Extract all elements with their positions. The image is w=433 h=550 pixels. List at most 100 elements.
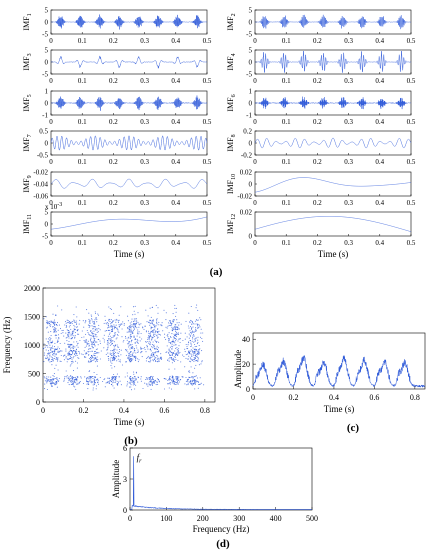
spectrogram-point bbox=[72, 321, 74, 323]
spectrogram-point bbox=[132, 381, 134, 383]
spectrogram-point bbox=[116, 373, 118, 375]
spectrogram-point bbox=[168, 349, 170, 351]
spectrogram-point bbox=[54, 342, 56, 344]
spectrogram-point bbox=[190, 345, 193, 347]
spectrogram-point bbox=[117, 330, 119, 332]
spectrogram-point bbox=[94, 312, 97, 315]
spectrogram-point bbox=[169, 377, 171, 380]
spectrogram-point bbox=[45, 316, 47, 318]
spectrogram-point bbox=[198, 384, 200, 386]
spectrogram-point bbox=[186, 353, 189, 355]
spectrogram-point bbox=[74, 326, 76, 328]
spectrogram-point bbox=[121, 364, 124, 366]
spectrogram-point bbox=[186, 336, 188, 338]
spectrogram-point bbox=[175, 331, 177, 333]
spectrogram-point bbox=[96, 328, 98, 330]
y-tick-label: 0.2 bbox=[243, 128, 252, 136]
spectrogram-point bbox=[94, 327, 96, 329]
spectrogram-point bbox=[175, 378, 177, 380]
spectrogram-point bbox=[171, 358, 173, 360]
spectrogram-point bbox=[158, 358, 160, 360]
spectrogram-point bbox=[148, 337, 150, 339]
spectrogram-point bbox=[168, 360, 170, 362]
spectrogram-point bbox=[54, 367, 56, 369]
spectrogram-point bbox=[112, 359, 114, 361]
spectrogram-point bbox=[190, 332, 192, 334]
spectrogram-point bbox=[133, 347, 135, 350]
spectrogram-point bbox=[129, 341, 131, 343]
y-tick-label: 5 bbox=[45, 7, 49, 15]
spectrogram-point bbox=[67, 354, 69, 357]
spectrogram-point bbox=[52, 353, 54, 355]
spectrogram-point bbox=[191, 353, 193, 355]
spectrogram-point bbox=[80, 376, 82, 378]
spectrogram-point bbox=[178, 328, 180, 330]
y-tick-label: 0 bbox=[249, 59, 253, 67]
spectrogram-point bbox=[65, 332, 67, 334]
spectrogram-point bbox=[47, 323, 49, 325]
spectrogram-point bbox=[149, 320, 151, 322]
spectrogram-point bbox=[119, 359, 121, 361]
spectrogram-point bbox=[125, 361, 127, 363]
imf-signal-line bbox=[254, 50, 412, 73]
spectrogram-point bbox=[90, 360, 92, 362]
spectrogram-point bbox=[123, 324, 125, 326]
spectrogram-point bbox=[84, 353, 86, 355]
spectrogram-point bbox=[141, 356, 143, 358]
spectrogram-point bbox=[60, 354, 62, 357]
spectrogram-point bbox=[75, 360, 77, 362]
spectrogram-point bbox=[83, 326, 85, 328]
imf-ylabel-text: IMF bbox=[22, 97, 31, 112]
spectrogram-point bbox=[157, 336, 159, 338]
spectrogram-point bbox=[169, 320, 171, 322]
x-tick-label: 500 bbox=[306, 514, 318, 523]
spectrogram-point bbox=[92, 387, 94, 389]
spectrogram-point bbox=[72, 361, 74, 363]
imf-ylabel: IMF5 bbox=[22, 94, 33, 111]
spectrogram-point bbox=[89, 330, 92, 332]
x-tick-label: 0.4 bbox=[375, 118, 384, 126]
spectrogram-point bbox=[185, 376, 187, 379]
spectrogram-point bbox=[119, 361, 121, 363]
spectrogram-point bbox=[131, 332, 133, 334]
spectrogram-point bbox=[78, 323, 80, 325]
spectrogram-point bbox=[145, 330, 147, 332]
spectrogram-point bbox=[51, 347, 53, 349]
imf-ylabel: IMF2 bbox=[226, 13, 237, 30]
spectrogram-point bbox=[103, 341, 105, 343]
spectrogram-point bbox=[91, 325, 93, 327]
spectrogram-point bbox=[94, 357, 96, 359]
spectrogram-point bbox=[132, 314, 134, 316]
spectrogram-point bbox=[199, 377, 201, 379]
spectrogram-point bbox=[92, 347, 94, 349]
spectrogram-point bbox=[86, 352, 88, 355]
spectrogram-point bbox=[188, 327, 190, 329]
spectrogram-point bbox=[174, 328, 177, 330]
spectrogram-point bbox=[144, 325, 146, 327]
panel-d-label: (d) bbox=[216, 538, 230, 550]
spectrogram-point bbox=[175, 383, 177, 386]
spectrogram-point bbox=[167, 383, 170, 385]
spectrogram-point bbox=[95, 334, 97, 336]
spectrogram-point bbox=[130, 324, 132, 326]
spectrogram-point bbox=[90, 355, 93, 357]
spectrogram-point bbox=[76, 330, 78, 332]
envelope-line bbox=[252, 354, 426, 388]
spectrogram-point bbox=[134, 388, 136, 390]
spectrogram-point bbox=[201, 337, 203, 340]
spectrogram-point bbox=[150, 380, 152, 382]
spectrogram-point bbox=[155, 347, 157, 349]
spectrogram-point bbox=[108, 320, 110, 322]
spectrogram-point bbox=[110, 380, 112, 382]
spectrogram-point bbox=[151, 330, 153, 332]
spectrogram-point bbox=[194, 367, 196, 369]
spectrogram-point bbox=[51, 382, 53, 384]
spectrogram-point bbox=[106, 321, 108, 324]
spectrogram-point bbox=[52, 321, 54, 323]
spectrogram-point bbox=[68, 378, 71, 380]
spectrogram-point bbox=[94, 333, 96, 335]
spectrogram-point bbox=[48, 322, 50, 325]
spectrogram-point bbox=[110, 337, 113, 339]
spectrogram-point bbox=[201, 350, 203, 352]
x-tick-label: 0.2 bbox=[109, 37, 118, 45]
